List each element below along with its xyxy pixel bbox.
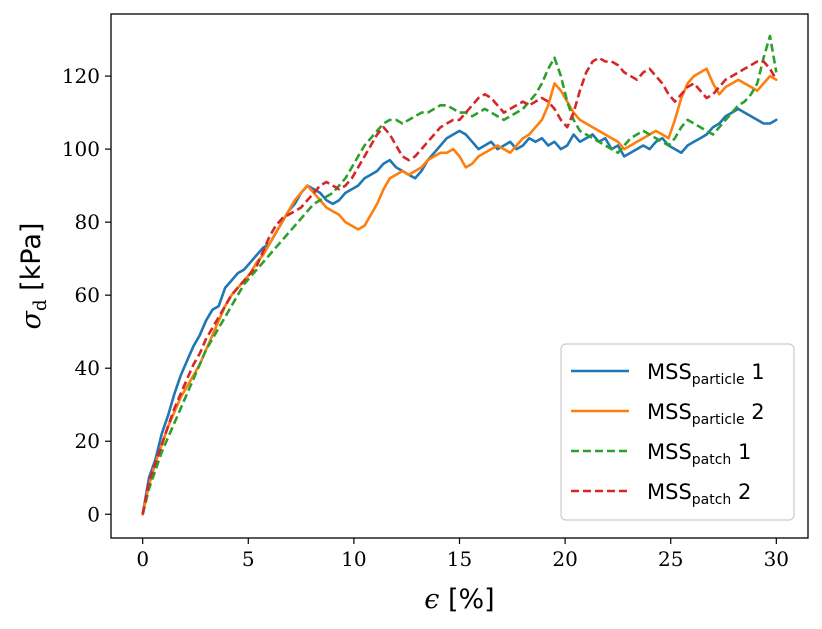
axis-ticks: 0 5 10 15 20 25 30 0 20 40 60 80 100 120 — [62, 64, 789, 571]
legend: MSSparticle 1 MSSparticle 2 MSSpatch 1 MSSp… — [560, 343, 795, 521]
y-axis-label: σd [kPa] — [16, 223, 51, 330]
x-tick-label: 10 — [341, 547, 366, 571]
y-tick-label: 20 — [75, 429, 100, 453]
y-tick-label: 120 — [62, 64, 100, 88]
series-line-particle-1 — [141, 107, 778, 516]
x-tick-label: 30 — [764, 547, 789, 571]
x-axis-label: ϵ [%] — [424, 584, 494, 615]
legend-label: MSSparticle 1 — [647, 360, 765, 388]
x-tick-label: 15 — [447, 547, 472, 571]
series-line-patch-2 — [141, 56, 778, 515]
x-tick-label: 0 — [136, 547, 149, 571]
x-tick-label: 25 — [658, 547, 683, 571]
y-tick-label: 100 — [62, 137, 100, 161]
y-tick-label: 40 — [75, 356, 100, 380]
y-tick-label: 80 — [75, 210, 100, 234]
x-tick-label: 20 — [552, 547, 577, 571]
y-tick-label: 0 — [87, 502, 100, 526]
series-line-particle-2 — [141, 67, 778, 516]
x-tick-label: 5 — [242, 547, 255, 571]
legend-label: MSSparticle 2 — [647, 400, 765, 428]
legend-label: MSSpatch 1 — [647, 440, 751, 468]
legend-label: MSSpatch 2 — [647, 480, 751, 508]
series-line-patch-1 — [141, 34, 778, 515]
y-tick-label: 60 — [75, 283, 100, 307]
legend-box — [560, 343, 795, 521]
